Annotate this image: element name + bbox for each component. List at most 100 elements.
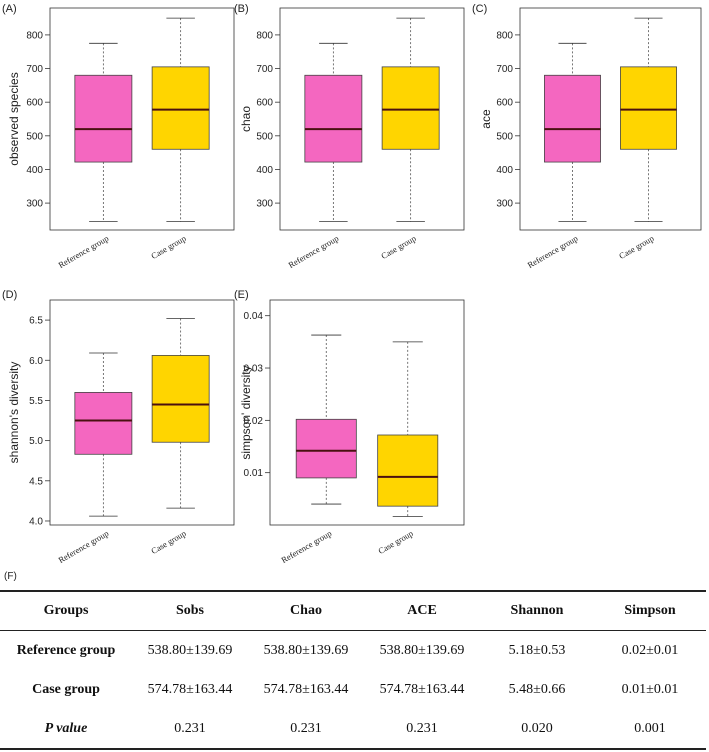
table-cell: 0.231 <box>364 709 480 750</box>
y-axis-title: chao <box>239 106 253 132</box>
panel-label: (B) <box>234 3 249 15</box>
box-reference-group <box>304 42 363 222</box>
x-category-label: Reference group <box>57 528 111 565</box>
table-cell: 574.78±163.44 <box>379 681 465 697</box>
row-label: Reference group <box>16 642 116 658</box>
y-tick-label: 5.5 <box>29 396 43 407</box>
y-tick-label: 800 <box>256 30 273 41</box>
boxplot-panel-4: (D) 4.0 4.5 5.0 5.5 6.0 6.5 shannon's diversity… <box>2 289 235 565</box>
box-iqr <box>151 355 210 443</box>
plot-frame <box>269 299 465 526</box>
panel-label: (A) <box>2 3 17 15</box>
table-row-pvalue: P value 0.231 0.231 0.231 0.020 0.001 <box>0 709 706 750</box>
y-tick-label: 800 <box>26 30 43 41</box>
y-tick-label: 4.0 <box>29 516 43 527</box>
boxplot-panel-3: (C) 300 400 500 600 700 800 ace Reference group C… <box>472 3 702 270</box>
plot-frame <box>49 299 235 526</box>
x-category-label: Case group <box>149 233 187 261</box>
y-tick-label: 700 <box>496 64 513 75</box>
plot-frame <box>49 7 235 231</box>
header-sobs: Sobs <box>132 590 248 631</box>
table-cell: 574.78±163.44 <box>263 681 349 697</box>
box-iqr <box>381 66 440 150</box>
table-row-case: Case group 574.78±163.44 574.78±163.44 5… <box>0 670 706 709</box>
y-tick-label: 400 <box>496 165 513 176</box>
box-iqr <box>74 392 133 455</box>
y-tick-label: 600 <box>256 98 273 109</box>
table-cell: 0.02±0.01 <box>621 642 679 658</box>
box-reference-group <box>544 42 601 222</box>
x-category-label: Reference group <box>279 528 333 565</box>
box-iqr <box>377 434 439 507</box>
y-tick-label: 0.02 <box>244 416 264 427</box>
table-cell: 5.18±0.53 <box>508 642 566 658</box>
y-tick-label: 600 <box>26 98 43 109</box>
table-cell: 0.01±0.01 <box>621 681 679 697</box>
panel-label: (C) <box>472 3 487 15</box>
box-iqr <box>304 74 363 163</box>
y-axis-title: shannon's diversity <box>7 362 21 464</box>
box-reference-group <box>74 352 133 517</box>
y-tick-label: 700 <box>256 64 273 75</box>
y-tick-label: 300 <box>256 199 273 210</box>
y-tick-label: 300 <box>26 199 43 210</box>
y-tick-label: 500 <box>496 131 513 142</box>
table-cell: 0.020 <box>480 709 594 750</box>
header-chao: Chao <box>248 590 364 631</box>
header-shannon: Shannon <box>480 590 594 631</box>
header-simpson: Simpson <box>594 590 706 631</box>
box-iqr <box>74 74 133 163</box>
boxplot-panel-1: (A) 300 400 500 600 700 800 observed species Ref… <box>2 3 235 270</box>
plot-frame <box>519 7 702 231</box>
box-case-group <box>151 318 210 509</box>
box-case-group <box>381 17 440 222</box>
panel-label-f: (F) <box>4 571 17 582</box>
statistics-table: Groups Sobs Chao ACE Shannon Simpson Ref… <box>0 590 706 750</box>
box-case-group <box>377 341 439 518</box>
table-cell: 0.231 <box>132 709 248 750</box>
row-label: P value <box>0 709 132 750</box>
boxplot-panel-5: (E) 0.01 0.02 0.03 0.04 simpson' diversity Ref… <box>234 289 465 565</box>
header-ace: ACE <box>364 590 480 631</box>
table-cell: 538.80±139.69 <box>263 642 349 658</box>
box-reference-group <box>74 42 133 222</box>
table-cell: 574.78±163.44 <box>147 681 233 697</box>
x-category-label: Reference group <box>526 233 580 270</box>
y-tick-label: 0.03 <box>244 364 264 375</box>
panel-label: (E) <box>234 289 249 301</box>
y-tick-label: 5.0 <box>29 436 43 447</box>
x-category-label: Case group <box>379 233 417 261</box>
y-tick-label: 0.01 <box>244 468 264 479</box>
y-tick-label: 600 <box>496 98 513 109</box>
header-groups: Groups <box>0 590 132 631</box>
y-tick-label: 4.5 <box>29 476 43 487</box>
box-iqr <box>151 66 210 150</box>
x-category-label: Case group <box>149 528 187 556</box>
y-tick-label: 400 <box>256 165 273 176</box>
y-tick-label: 300 <box>496 199 513 210</box>
x-category-label: Reference group <box>287 233 341 270</box>
plot-frame <box>279 7 465 231</box>
y-axis-title: ace <box>479 109 493 129</box>
y-axis-title: observed species <box>7 72 21 165</box>
row-label: Case group <box>32 681 100 697</box>
y-tick-label: 6.0 <box>29 356 43 367</box>
table-header-row: Groups Sobs Chao ACE Shannon Simpson <box>0 590 706 631</box>
box-iqr <box>620 66 677 150</box>
box-case-group <box>151 17 210 222</box>
panel-label: (D) <box>2 289 17 301</box>
table-cell: 0.001 <box>594 709 706 750</box>
x-category-label: Case group <box>376 528 414 556</box>
table-cell: 5.48±0.66 <box>508 681 566 697</box>
table-cell: 0.231 <box>248 709 364 750</box>
y-tick-label: 800 <box>496 30 513 41</box>
boxplot-panel-2: (B) 300 400 500 600 700 800 chao Reference group… <box>234 3 465 270</box>
x-category-label: Case group <box>617 233 655 261</box>
box-reference-group <box>295 334 357 505</box>
x-category-label: Reference group <box>57 233 111 270</box>
table-cell: 538.80±139.69 <box>379 642 465 658</box>
y-tick-label: 700 <box>26 64 43 75</box>
y-tick-label: 500 <box>26 131 43 142</box>
y-tick-label: 500 <box>256 131 273 142</box>
y-tick-label: 400 <box>26 165 43 176</box>
